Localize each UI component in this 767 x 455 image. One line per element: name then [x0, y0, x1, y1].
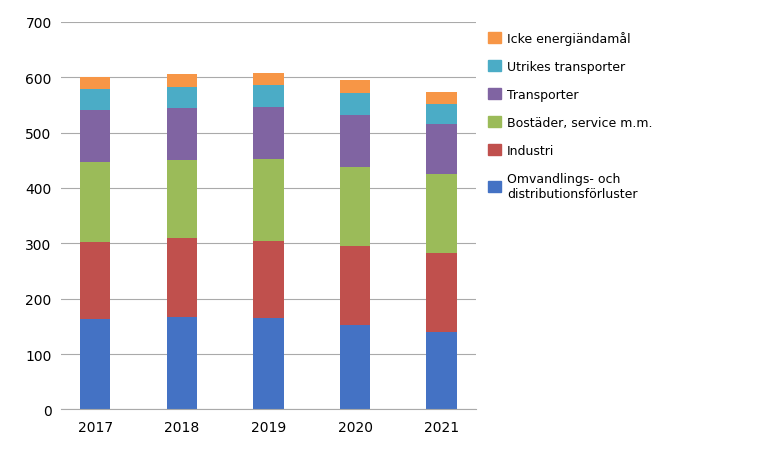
Bar — [253, 241, 284, 318]
Bar — [426, 105, 456, 124]
Bar — [340, 116, 370, 167]
Bar — [166, 238, 197, 317]
Bar — [340, 94, 370, 116]
Bar — [166, 161, 197, 238]
Bar — [253, 74, 284, 86]
Bar — [166, 108, 197, 161]
Bar — [253, 318, 284, 410]
Bar — [426, 92, 456, 105]
Bar — [81, 319, 110, 410]
Bar — [340, 81, 370, 94]
Bar — [340, 167, 370, 247]
Legend: Icke energiändamål, Utrikes transporter, Transporter, Bostäder, service m.m., In: Icke energiändamål, Utrikes transporter,… — [486, 29, 655, 202]
Bar — [81, 242, 110, 319]
Bar — [426, 332, 456, 410]
Bar — [166, 317, 197, 410]
Bar — [81, 90, 110, 111]
Bar — [81, 163, 110, 242]
Bar — [253, 160, 284, 241]
Bar — [166, 75, 197, 87]
Bar — [340, 247, 370, 325]
Bar — [81, 111, 110, 163]
Bar — [426, 174, 456, 253]
Bar — [426, 124, 456, 174]
Bar — [426, 253, 456, 332]
Bar — [340, 325, 370, 410]
Bar — [253, 107, 284, 160]
Bar — [81, 78, 110, 90]
Bar — [166, 87, 197, 108]
Bar — [253, 86, 284, 107]
